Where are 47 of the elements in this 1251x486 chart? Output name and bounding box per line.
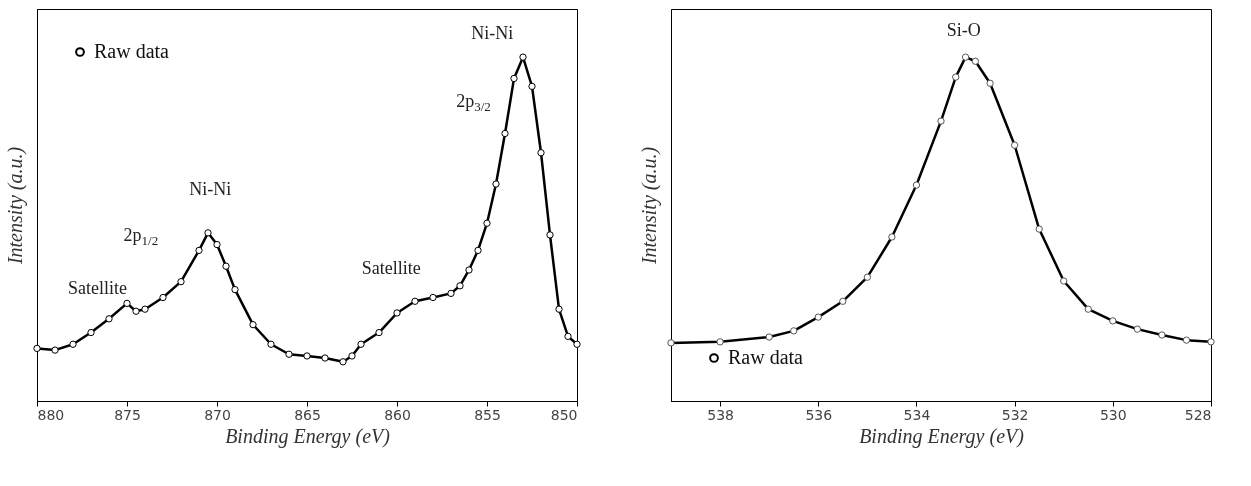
x-tick-label: 880 (37, 406, 65, 423)
x-tick-label: 536 (805, 406, 833, 423)
point (1158, 331, 1166, 339)
y-axis-title: Intensity (a.u.) (3, 146, 27, 266)
x-axis-title: Binding Energy (eV) (225, 424, 391, 448)
point (1133, 325, 1142, 333)
annotation: Satellite (361, 257, 421, 278)
point (888, 233, 896, 241)
point (1035, 225, 1043, 233)
point (839, 297, 847, 305)
point (961, 53, 970, 61)
x-tick-label: 530 (1099, 406, 1127, 423)
x-tick-label: 875 (114, 406, 141, 423)
point (716, 338, 724, 346)
point (667, 339, 675, 347)
point (971, 57, 980, 65)
x-tick-label: 860 (384, 406, 411, 423)
x-tick-label: 538 (707, 406, 734, 423)
x-tick-label: 870 (204, 406, 231, 423)
point (814, 313, 822, 321)
legend-label: Raw data (728, 346, 804, 368)
x-tick-label: 534 (903, 406, 931, 423)
point (765, 333, 773, 341)
point (1084, 305, 1092, 313)
point (1060, 277, 1068, 285)
point (863, 273, 872, 281)
y-axis-title: Intensity (a.u.) (637, 146, 661, 266)
point (790, 327, 798, 335)
text: Ni-Ni (471, 23, 514, 44)
x-tick-label: 850 (550, 406, 578, 423)
legend-label: Raw data (94, 40, 170, 62)
point (952, 73, 960, 81)
point (1010, 141, 1019, 149)
text: Si-O (946, 19, 981, 40)
point (1109, 317, 1117, 325)
point (937, 117, 945, 125)
x-tick-label: 865 (294, 406, 321, 423)
point (986, 79, 994, 87)
point (1207, 338, 1215, 346)
annotation: Satellite (67, 277, 127, 298)
x-axis-title: Binding Energy (eV) (859, 424, 1025, 448)
point (1182, 336, 1191, 344)
point (912, 181, 921, 189)
x-tick-label: 855 (474, 406, 501, 423)
x-tick-label: 532 (1001, 406, 1029, 423)
x-tick-label: 528 (1184, 406, 1212, 423)
annotation: Ni-Ni (189, 179, 232, 200)
